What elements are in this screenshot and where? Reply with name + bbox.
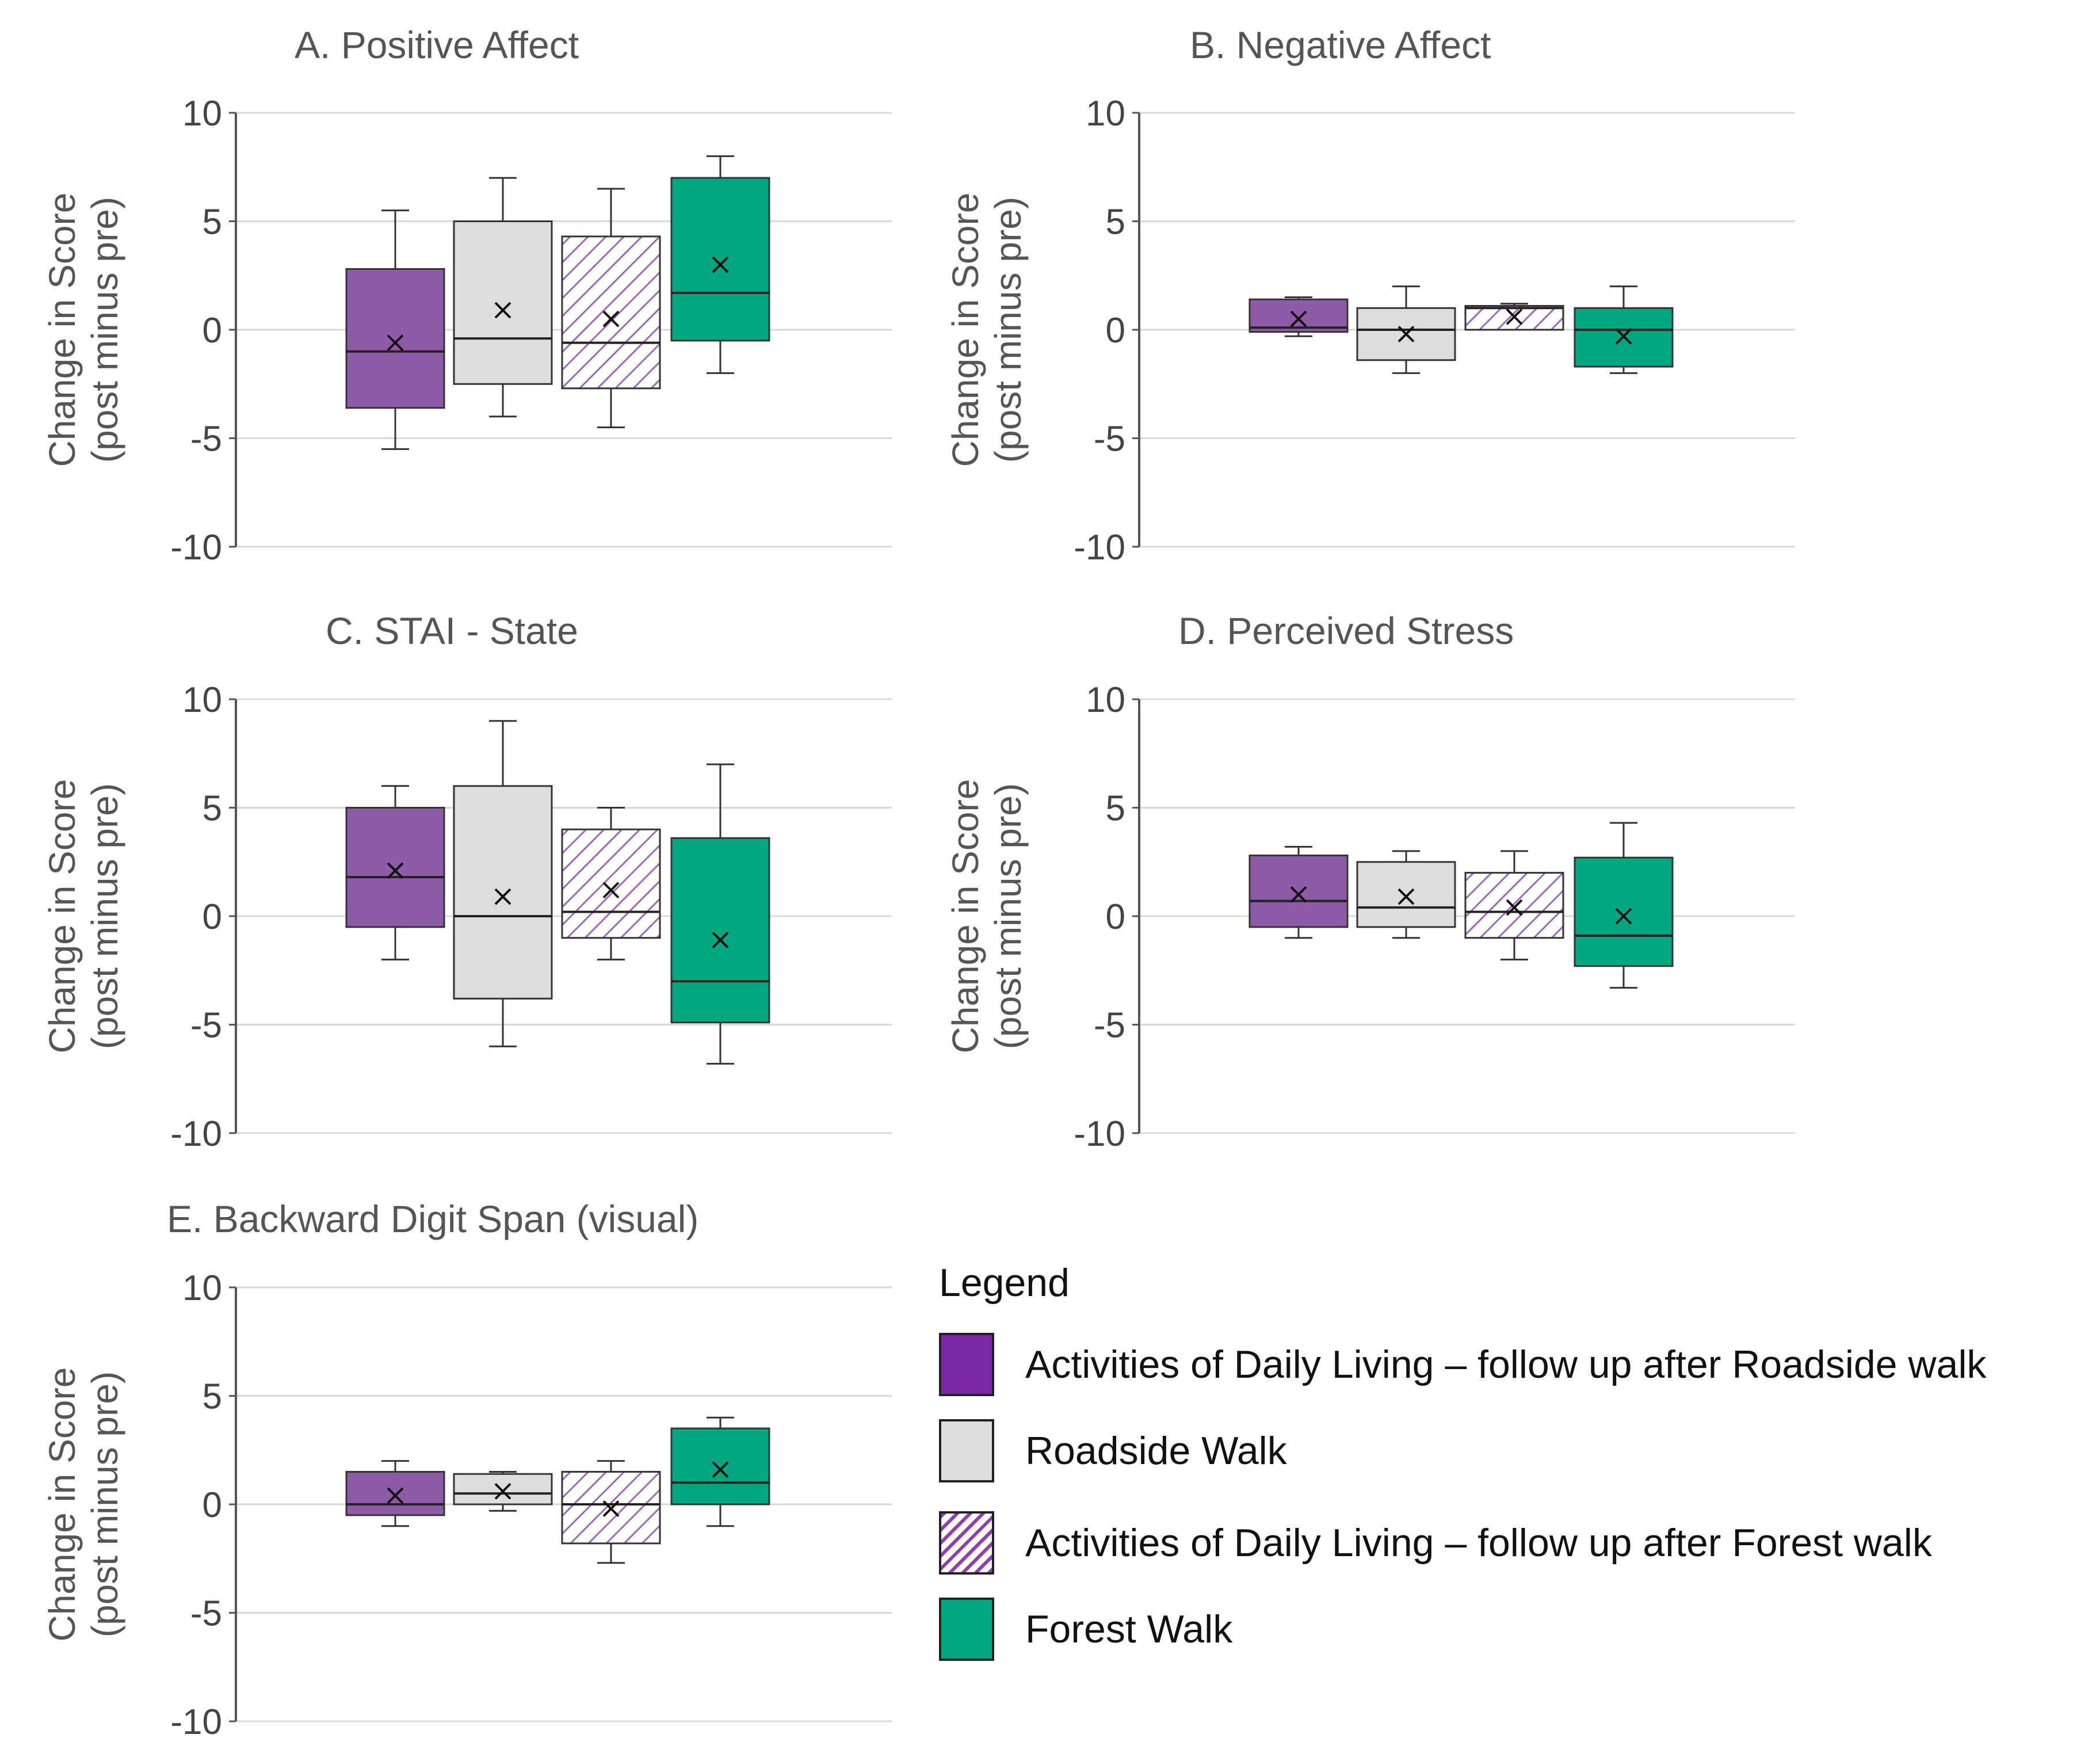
- mean-marker: [1398, 326, 1415, 342]
- y-tick-label: -10: [1074, 528, 1125, 567]
- y-axis-label: Change in Score: [945, 193, 986, 467]
- y-tick-label: -5: [1094, 1006, 1125, 1046]
- panel-d-title: D. Perceived Stress: [1178, 609, 1514, 652]
- mean-marker: [1506, 899, 1523, 916]
- mean-marker: [494, 1482, 511, 1500]
- legend-swatch-adl-roadside: [939, 1333, 994, 1396]
- mean-marker: [712, 932, 729, 948]
- y-axis-label: Change in Score: [945, 779, 986, 1054]
- legend-label-roadside: Roadside Walk: [1025, 1429, 1287, 1473]
- box-roadside: [1356, 861, 1456, 928]
- mean-marker: [494, 888, 511, 905]
- y-axis-label-sub: (post minus pre): [84, 197, 125, 463]
- legend-item-roadside: Roadside Walk: [939, 1419, 1287, 1482]
- box-adl-roadside: [1248, 854, 1349, 928]
- y-axis-label-sub: (post minus pre): [987, 783, 1029, 1049]
- mean-marker: [1290, 886, 1307, 903]
- y-tick-label: 0: [203, 897, 222, 937]
- y-tick-label: 10: [182, 680, 222, 720]
- y-tick-label: 10: [1086, 680, 1125, 720]
- y-tick-label: -5: [190, 1594, 222, 1634]
- box-forest: [670, 1427, 770, 1505]
- mean-marker: [1615, 908, 1632, 925]
- mean-marker: [494, 302, 511, 319]
- mean-marker: [712, 256, 729, 273]
- box-adl-forest: [561, 1470, 661, 1545]
- mean-marker: [602, 310, 620, 327]
- mean-marker: [1615, 327, 1632, 345]
- y-tick-label: -5: [1094, 420, 1125, 459]
- legend-item-adl-roadside: Activities of Daily Living – follow up a…: [939, 1333, 1987, 1396]
- box-adl-roadside: [345, 1470, 445, 1516]
- box-roadside: [453, 785, 553, 1000]
- mean-marker: [387, 1487, 404, 1504]
- y-tick-label: -10: [1074, 1114, 1125, 1154]
- y-tick-label: 10: [182, 1268, 222, 1308]
- box-forest: [670, 837, 770, 1024]
- box-roadside: [453, 1473, 553, 1505]
- box-forest: [670, 177, 770, 342]
- mean-marker: [387, 862, 404, 879]
- y-tick-label: -5: [190, 420, 222, 459]
- mean-marker: [1398, 888, 1415, 905]
- panel-b-title: B. Negative Affect: [1190, 24, 1491, 66]
- y-tick-label: 5: [203, 1377, 222, 1417]
- y-tick-label: 10: [182, 94, 222, 134]
- legend-label-forest: Forest Walk: [1025, 1607, 1233, 1651]
- legend-label-adl-roadside: Activities of Daily Living – follow up a…: [1025, 1343, 1987, 1386]
- y-tick-label: 0: [1106, 311, 1125, 350]
- panel-e-title: E. Backward Digit Span (visual): [167, 1198, 699, 1240]
- box-adl-forest: [561, 235, 661, 390]
- y-axis-label-sub: (post minus pre): [987, 197, 1029, 463]
- legend-title: Legend: [939, 1261, 1070, 1305]
- mean-marker: [712, 1461, 729, 1478]
- mean-marker: [1290, 310, 1307, 327]
- y-axis-label: Change in Score: [41, 1367, 83, 1642]
- mean-marker: [602, 1500, 620, 1517]
- y-tick-label: -10: [170, 1702, 222, 1742]
- legend-label-adl-forest: Activities of Daily Living – follow up a…: [1025, 1521, 1932, 1565]
- mean-marker: [1506, 308, 1523, 325]
- box-adl-roadside: [345, 268, 445, 409]
- y-tick-label: -5: [190, 1006, 222, 1046]
- y-tick-label: 10: [1086, 94, 1125, 134]
- y-tick-label: 5: [203, 789, 222, 829]
- panel-a-title: A. Positive Affect: [295, 24, 579, 66]
- y-axis-label-sub: (post minus pre): [84, 783, 125, 1049]
- box-adl-forest: [1464, 872, 1564, 939]
- y-tick-label: 0: [203, 1485, 222, 1525]
- y-tick-label: 5: [1106, 203, 1125, 242]
- legend-swatch-forest: [939, 1598, 994, 1661]
- panel-c-title: C. STAI - State: [326, 609, 578, 652]
- box-forest: [1574, 856, 1674, 967]
- y-tick-label: 5: [1106, 789, 1125, 829]
- mean-marker: [387, 334, 404, 352]
- y-tick-label: 5: [203, 203, 222, 242]
- y-tick-label: 0: [203, 311, 222, 350]
- y-axis-label-sub: (post minus pre): [84, 1371, 125, 1637]
- y-tick-label: -10: [170, 528, 222, 567]
- y-axis-label: Change in Score: [41, 193, 83, 467]
- mean-marker: [602, 882, 620, 899]
- legend-item-forest: Forest Walk: [939, 1598, 1232, 1661]
- box-roadside: [453, 220, 553, 385]
- legend-swatch-adl-forest: [939, 1511, 994, 1575]
- y-axis-label: Change in Score: [41, 779, 83, 1054]
- legend-swatch-roadside: [939, 1419, 994, 1482]
- legend-item-adl-forest: Activities of Daily Living – follow up a…: [939, 1511, 1932, 1575]
- y-tick-label: -10: [170, 1114, 222, 1154]
- box-adl-roadside: [345, 807, 445, 928]
- box-adl-forest: [561, 828, 661, 939]
- y-tick-label: 0: [1106, 897, 1125, 937]
